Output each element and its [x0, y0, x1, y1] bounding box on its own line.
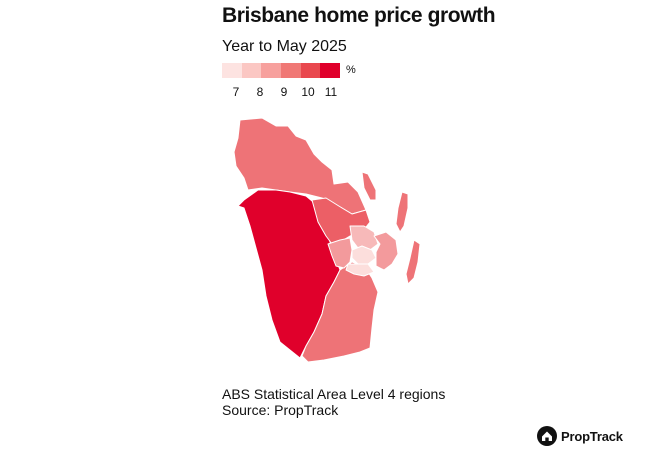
map-region [327, 237, 353, 269]
note-source: Source: PropTrack [222, 402, 339, 418]
map-region [373, 231, 399, 271]
color-legend: % 7 8 9 10 11 [222, 63, 372, 103]
chart-subtitle: Year to May 2025 [222, 38, 347, 55]
legend-unit: % [346, 64, 356, 76]
chart-title: Brisbane home price growth [222, 4, 496, 27]
map-region [361, 171, 377, 201]
legend-tick: 7 [232, 85, 240, 99]
legend-tick: 10 [301, 85, 315, 99]
legend-swatch [241, 63, 262, 78]
legend-tick: 11 [324, 85, 338, 99]
map-region [351, 245, 377, 265]
map-region [405, 239, 421, 285]
legend-swatch [281, 63, 301, 78]
map-region [301, 261, 379, 363]
house-logo-icon [537, 426, 557, 446]
legend-swatch [320, 63, 341, 78]
legend-tick: 9 [280, 85, 288, 99]
proptrack-logo: PropTrack [537, 426, 623, 446]
legend-swatch [300, 63, 321, 78]
note-region-type: ABS Statistical Area Level 4 regions [222, 386, 446, 402]
legend-swatch [222, 63, 242, 78]
legend-color-ramp [222, 63, 341, 78]
legend-tick: 8 [256, 85, 264, 99]
source-note: ABS Statistical Area Level 4 regions Sou… [222, 386, 445, 418]
map-region [345, 263, 375, 277]
logo-wordmark: PropTrack [561, 428, 623, 444]
map-region [395, 191, 409, 233]
map-region [349, 225, 379, 251]
legend-swatch [261, 63, 282, 78]
